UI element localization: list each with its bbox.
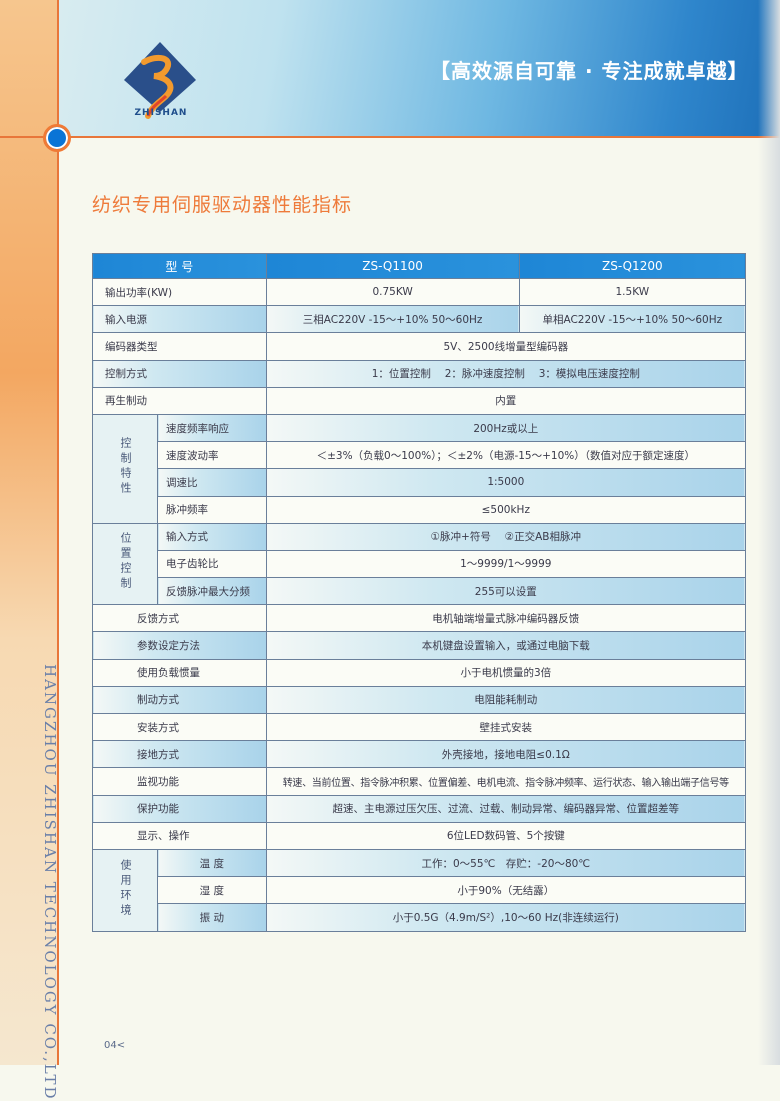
row-label: 振 动 (157, 903, 267, 932)
row-label: 反馈方式 (92, 604, 267, 633)
table-row: 位置控制 输入方式 ①脉冲+符号 ②正交AB相脉冲 (92, 522, 747, 606)
cell-value: 1:5000 (265, 468, 747, 497)
cell-value: 5V、2500线增量型编码器 (265, 332, 747, 361)
cell-value: 电阻能耗制动 (265, 685, 747, 715)
table-row: 脉冲频率 ≤500kHz (93, 495, 747, 524)
spec-table: 型 号 ZS-Q1100 ZS-Q1200 输出功率(KW) 0.75KW 1.… (92, 253, 747, 932)
table-header-row: 型 号 ZS-Q1100 ZS-Q1200 (92, 253, 747, 279)
table-row: 显示、操作 6位LED数码管、5个按键 (92, 821, 747, 850)
cell-value: 电机轴端增量式脉冲编码器反馈 (265, 604, 747, 633)
circle-marker-icon (43, 124, 71, 152)
header-model: 型 号 (92, 253, 267, 279)
header-col1: ZS-Q1100 (265, 253, 520, 279)
company-name-vertical: HANGZHOU ZHISHAN TECHNOLOGY CO.,LTD (41, 664, 59, 1101)
cell-value: 单相AC220V -15～+10% 50～60Hz (518, 305, 747, 334)
table-row: 反馈脉冲最大分频 255可以设置 (93, 577, 747, 606)
row-label: 输入电源 (92, 305, 267, 334)
table-row: 使用环境 温 度 工作：0～55℃ 存贮：-20～80℃ (92, 848, 747, 932)
row-label: 参数设定方法 (92, 631, 267, 660)
cell-value: ①脉冲+符号 ②正交AB相脉冲 (265, 522, 747, 551)
cell-value: 0.75KW (265, 277, 520, 307)
group-cell-control: 控制特性 (92, 413, 158, 524)
row-label: 安装方式 (92, 712, 267, 742)
cell-value: 6位LED数码管、5个按键 (265, 821, 747, 850)
group-label-control: 控制特性 (119, 437, 132, 498)
row-label: 保护功能 (92, 794, 267, 823)
company-logo (124, 42, 196, 119)
cell-value: ＜±3%（负载0～100%）；＜±2%（电源-15～+10%）（数值对应于额定速… (265, 441, 747, 470)
row-label: 使用负载惯量 (92, 658, 267, 687)
vertical-divider (57, 0, 59, 1065)
table-row: 输出功率(KW) 0.75KW 1.5KW (92, 277, 747, 307)
cell-value: 1.5KW (518, 277, 747, 307)
page-number: 04< (104, 1040, 126, 1051)
row-label: 输入方式 (157, 522, 267, 551)
table-row: 电子齿轮比 1～9999/1～9999 (93, 549, 747, 579)
cell-value: 1～9999/1～9999 (265, 549, 747, 579)
table-row: 输入电源 三相AC220V -15～+10% 50～60Hz 单相AC220V … (92, 305, 747, 334)
row-label: 再生制动 (92, 386, 267, 415)
slogan: 【高效源自可靠 · 专注成就卓越】 (430, 59, 749, 83)
table-row: 使用负载惯量 小于电机惯量的3倍 (92, 658, 747, 687)
cell-value: 工作：0～55℃ 存贮：-20～80℃ (265, 848, 747, 878)
table-row: 参数设定方法 本机键盘设置输入，或通过电脑下载 (92, 631, 747, 660)
row-label: 显示、操作 (92, 821, 267, 850)
horizontal-divider (0, 136, 780, 138)
row-label: 速度频率响应 (157, 413, 267, 443)
table-row: 编码器类型 5V、2500线增量型编码器 (92, 332, 747, 361)
row-label: 电子齿轮比 (157, 549, 267, 579)
cell-value: 转速、当前位置、指令脉冲积累、位置偏差、电机电流、指令脉冲频率、运行状态、输入输… (265, 767, 747, 796)
group-label-environment: 使用环境 (119, 858, 132, 919)
group-cell-environment: 使用环境 (92, 848, 158, 932)
group-cell-position: 位置控制 (92, 522, 158, 606)
table-row: 湿 度 小于90%（无结露） (93, 876, 747, 905)
cell-value: 255可以设置 (265, 577, 747, 606)
table-row: 安装方式 壁挂式安装 (92, 712, 747, 742)
table-row: 再生制动 内置 (92, 386, 747, 415)
table-row: 反馈方式 电机轴端增量式脉冲编码器反馈 (92, 604, 747, 633)
row-label: 接地方式 (92, 740, 267, 769)
cell-value: 内置 (265, 386, 747, 415)
cell-value: 小于0.5G（4.9m/S²）,10～60 Hz(非连续运行) (265, 903, 747, 932)
page-title: 纺织专用伺服驱动器性能指标 (92, 194, 353, 216)
row-label: 调速比 (157, 468, 267, 497)
table-row: 控制特性 速度频率响应 200Hz或以上 (92, 413, 747, 524)
cell-value: 1：位置控制 2：脉冲速度控制 3：模拟电压速度控制 (265, 359, 747, 388)
row-label: 温 度 (157, 848, 267, 878)
row-label: 反馈脉冲最大分频 (157, 577, 267, 606)
row-label: 控制方式 (92, 359, 267, 388)
left-decorative-strip (0, 0, 58, 1065)
row-label: 监视功能 (92, 767, 267, 796)
cell-value: 外壳接地，接地电阻≤0.1Ω (265, 740, 747, 769)
cell-value: 超速、主电源过压欠压、过流、过载、制动异常、编码器异常、位置超差等 (265, 794, 747, 823)
page-edge-shadow (758, 0, 780, 1065)
row-label: 湿 度 (157, 876, 267, 905)
cell-value: 200Hz或以上 (265, 413, 747, 443)
row-label: 输出功率(KW) (92, 277, 267, 307)
table-row: 接地方式 外壳接地，接地电阻≤0.1Ω (92, 740, 747, 769)
table-row: 速度波动率 ＜±3%（负载0～100%）；＜±2%（电源-15～+10%）（数值… (93, 441, 747, 470)
cell-value: 壁挂式安装 (265, 712, 747, 742)
cell-value: 小于电机惯量的3倍 (265, 658, 747, 687)
table-row: 监视功能 转速、当前位置、指令脉冲积累、位置偏差、电机电流、指令脉冲频率、运行状态… (92, 767, 747, 796)
cell-value: 本机键盘设置输入，或通过电脑下载 (265, 631, 747, 660)
table-row: 控制方式 1：位置控制 2：脉冲速度控制 3：模拟电压速度控制 (92, 359, 747, 388)
cell-value: ≤500kHz (265, 495, 747, 524)
table-row: 振 动 小于0.5G（4.9m/S²）,10～60 Hz(非连续运行) (93, 903, 747, 932)
table-row: 调速比 1:5000 (93, 468, 747, 497)
table-row: 制动方式 电阻能耗制动 (92, 685, 747, 715)
header-col2: ZS-Q1200 (518, 253, 747, 279)
table-row: 保护功能 超速、主电源过压欠压、过流、过载、制动异常、编码器异常、位置超差等 (92, 794, 747, 823)
group-label-position: 位置控制 (119, 532, 132, 593)
cell-value: 小于90%（无结露） (265, 876, 747, 905)
row-label: 制动方式 (92, 685, 267, 715)
logo-text: ZHISHAN (134, 108, 188, 118)
row-label: 脉冲频率 (157, 495, 267, 524)
row-label: 速度波动率 (157, 441, 267, 470)
cell-value: 三相AC220V -15～+10% 50～60Hz (265, 305, 520, 334)
row-label: 编码器类型 (92, 332, 267, 361)
